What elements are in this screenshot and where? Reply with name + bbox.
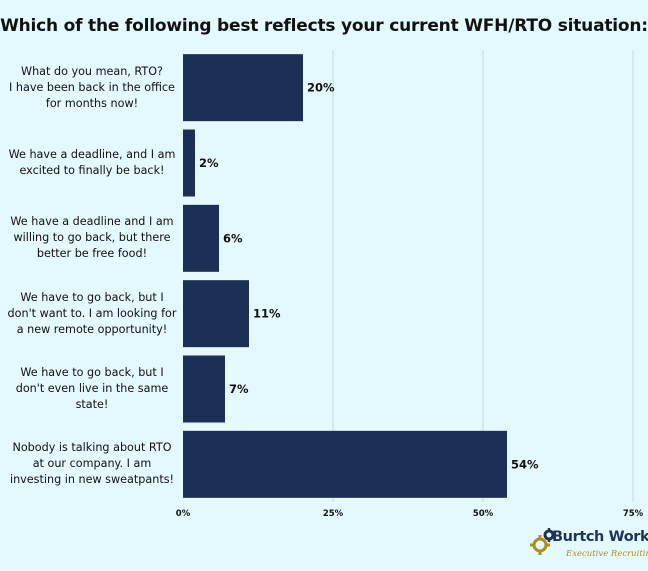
category-label-line: investing in new sweatpants! — [9, 473, 175, 487]
x-tick-label: 25% — [323, 509, 344, 519]
category-label-line: a new remote opportunity! — [16, 322, 168, 336]
category-label-line: for months now! — [45, 96, 139, 110]
burtch-works-logo: Burtch Works Executive Recruiting — [530, 526, 648, 566]
logo-tagline: Executive Recruiting — [566, 549, 648, 559]
bar — [183, 204, 219, 272]
category-label-line: better be free food! — [36, 247, 148, 261]
category-label-line: I have been back in the office — [9, 80, 175, 94]
category-label-line: don't even live in the same — [15, 382, 169, 395]
bar — [183, 355, 225, 423]
category-label: We have a deadline, and I am excited to f… — [4, 147, 180, 179]
category-label: We have to go back, but I don't even live… — [4, 365, 180, 413]
value-label: 54% — [511, 457, 539, 471]
category-label-line: We have a deadline and I am — [10, 215, 174, 229]
category-label-line: excited to finally be back! — [19, 164, 165, 177]
category-label-line: We have a deadline, and I am — [8, 148, 176, 161]
category-label-line: We have to go back, but I — [20, 366, 164, 379]
value-label: 6% — [223, 231, 243, 245]
category-label: We have a deadline and I am willing to go… — [4, 214, 180, 262]
category-label: Nobody is talking about RTO at our compan… — [4, 440, 180, 488]
value-label: 7% — [229, 382, 249, 396]
category-label-line: willing to go back, but there — [13, 231, 171, 245]
value-label: 2% — [199, 156, 219, 170]
chart-title: Which of the following best reflects you… — [0, 16, 648, 36]
category-label-line: at our company. I am — [32, 457, 152, 471]
bar — [183, 430, 507, 498]
value-label: 20% — [307, 81, 335, 95]
x-tick-label: 50% — [473, 509, 494, 519]
category-label: We have to go back, but I don't want to. … — [4, 290, 180, 338]
category-label-line: state! — [75, 398, 109, 411]
category-label-line: What do you mean, RTO? — [21, 64, 163, 78]
category-label-line: don't want to. I am looking for — [7, 306, 177, 320]
x-tick-label: 75% — [623, 509, 644, 519]
category-label: What do you mean, RTO? I have been back i… — [4, 64, 180, 112]
category-label-line: We have to go back, but I — [20, 290, 164, 304]
bar — [183, 129, 195, 197]
bar — [183, 280, 249, 348]
gears-icon — [530, 528, 557, 555]
value-label: 11% — [253, 307, 281, 321]
x-tick-label: 0% — [176, 509, 191, 519]
bar — [183, 54, 303, 122]
category-label-line: Nobody is talking about RTO — [12, 441, 172, 455]
logo-wordmark: Burtch Works — [552, 529, 648, 545]
